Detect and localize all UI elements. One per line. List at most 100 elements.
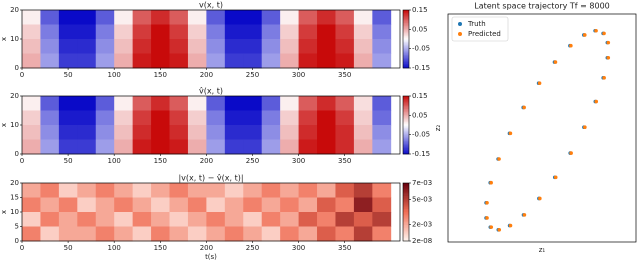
x-tick-label: 150	[154, 244, 167, 252]
colorbar-step	[403, 200, 409, 203]
x-tick-label: 300	[292, 244, 305, 252]
heatmap-cell	[372, 197, 392, 213]
scatter-point	[537, 81, 542, 85]
heatmap-cell	[151, 139, 170, 155]
heatmap-cell	[353, 10, 373, 25]
heatmap-cell	[243, 139, 263, 155]
colorbar-step	[403, 44, 409, 47]
heatmap-cell	[280, 197, 299, 213]
scatter-point	[489, 225, 494, 229]
heatmap-cell	[317, 39, 336, 54]
colorbar-step	[403, 101, 409, 104]
scatter-point	[594, 28, 598, 33]
scatter-point	[497, 157, 501, 161]
x-tick-label: 0	[20, 244, 24, 252]
heatmap-cell	[280, 226, 299, 242]
colorbar-step	[403, 17, 409, 19]
colorbar-step	[403, 39, 409, 41]
scatter-point	[508, 223, 513, 228]
plot-frame	[447, 13, 637, 243]
heatmap-cell	[187, 53, 207, 69]
heatmap-cell	[151, 24, 170, 40]
y-axis-label: x	[0, 37, 8, 41]
y-tick-label: 0	[15, 150, 19, 158]
colorbar-step	[403, 114, 409, 117]
heatmap-cell	[58, 110, 78, 126]
colorbar-step	[403, 119, 409, 121]
colorbar-frame	[402, 95, 410, 155]
heatmap-cell	[206, 24, 226, 40]
colorbar-step	[403, 146, 409, 149]
colorbar-step	[403, 190, 409, 192]
heatmap-cell	[353, 96, 373, 111]
colorbar-step	[403, 135, 409, 137]
heatmap-cell	[224, 24, 244, 40]
heatmap-cell	[169, 53, 189, 69]
heatmap-cell	[261, 24, 281, 40]
heatmap-cell	[58, 226, 78, 242]
colorbar-step	[403, 104, 409, 107]
heatmap-cell	[132, 197, 152, 213]
colorbar-step	[403, 188, 409, 191]
colorbar-tick-label: -0.05	[412, 45, 430, 53]
heatmap-cell	[58, 139, 78, 155]
colorbar-step	[403, 125, 409, 127]
colorbar-step	[403, 98, 409, 101]
x-tick-label: 200	[200, 244, 213, 252]
y-tick-label: 0	[15, 237, 19, 245]
heatmap-cell	[95, 212, 115, 227]
x-tick-label: 350	[338, 71, 351, 79]
heatmap-cell	[95, 125, 115, 140]
colorbar-step	[403, 133, 409, 136]
scatter-point	[508, 131, 513, 136]
x-tick-label: 50	[64, 244, 73, 252]
colorbar-step	[403, 111, 409, 114]
heatmap-cell	[206, 96, 226, 111]
heatmap-cell	[40, 10, 60, 25]
colorbar-step	[403, 100, 409, 103]
colorbar-step	[403, 50, 409, 53]
y-axis-label: x	[0, 210, 8, 214]
colorbar-step	[403, 49, 409, 51]
heatmap-cell	[22, 96, 41, 111]
heatmap-cell	[95, 197, 115, 213]
heatmap-cell	[77, 212, 97, 227]
colorbar-frame	[402, 182, 410, 242]
heatmap-cell	[298, 24, 318, 40]
colorbar-step	[403, 106, 409, 108]
heatmap-cell	[95, 53, 115, 69]
colorbar-tick-label: -0.15	[412, 150, 430, 158]
colorbar-step	[403, 40, 409, 43]
heatmap-cell	[187, 183, 207, 198]
heatmap-cell	[169, 183, 189, 198]
heatmap-cell	[151, 53, 170, 69]
scatter-point	[522, 105, 526, 110]
heatmap-cell	[372, 125, 392, 140]
x-tick-label: 100	[108, 244, 121, 252]
heatmap-cell	[40, 110, 60, 126]
scatter-point	[553, 60, 558, 64]
heatmap-cell	[353, 24, 373, 40]
colorbar-step	[403, 193, 409, 195]
heatmap-cell	[298, 10, 318, 25]
heatmap-cell	[335, 10, 355, 25]
colorbar-step	[403, 140, 409, 143]
heatmap-cell	[22, 110, 41, 126]
y-tick-label: 5	[15, 223, 19, 231]
legend-marker	[458, 32, 462, 36]
chart-title: Latent space trajectory Tf = 8000	[474, 2, 610, 11]
heatmap-cell	[58, 53, 78, 69]
colorbar-step	[403, 25, 409, 28]
x-tick-label: 100	[108, 71, 121, 79]
heatmap-cell	[317, 125, 336, 140]
heatmap-cell	[335, 53, 355, 69]
colorbar-step	[403, 233, 409, 236]
heatmap-cell	[317, 110, 336, 126]
heatmap-cell	[206, 139, 226, 155]
x-tick-label: 50	[64, 157, 73, 165]
heatmap-cell	[187, 10, 207, 25]
heatmap-cell	[95, 39, 115, 54]
heatmap-cell	[335, 197, 355, 213]
heatmap-cell	[298, 53, 318, 69]
colorbar-step	[403, 52, 409, 54]
